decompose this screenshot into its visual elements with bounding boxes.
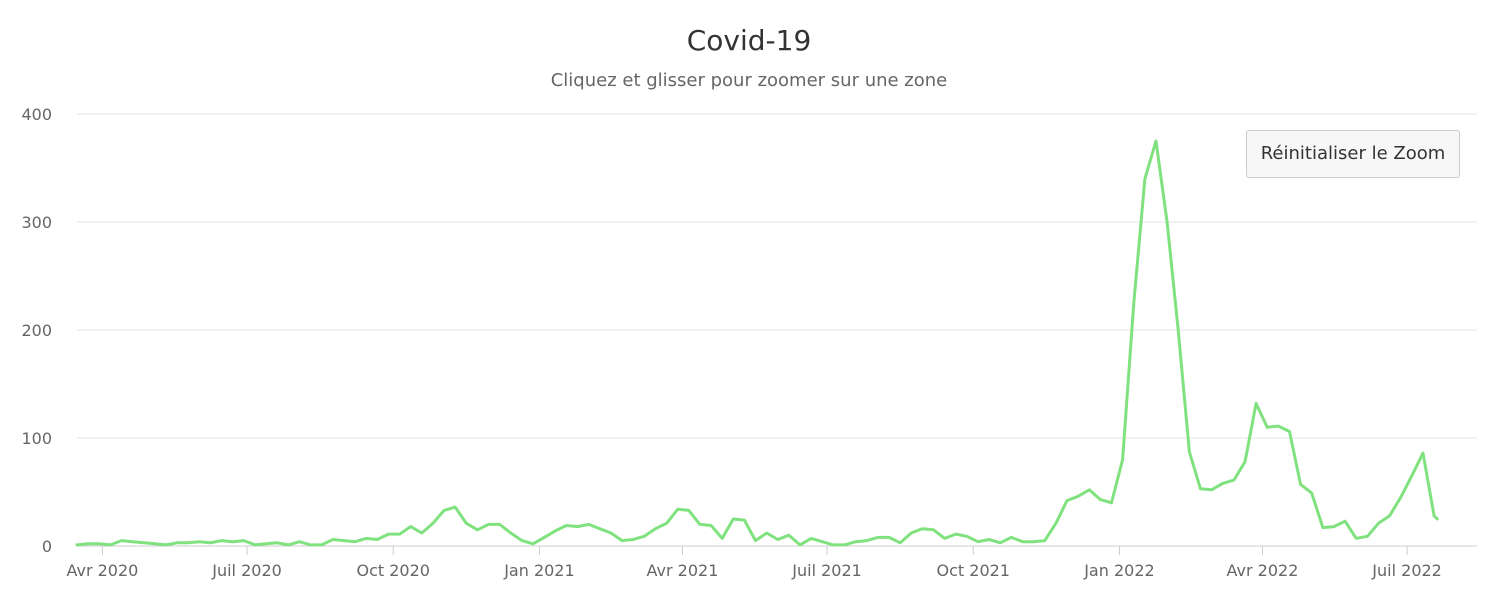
y-tick-label: 300: [21, 213, 52, 232]
chart-subtitle: Cliquez et glisser pour zoomer sur une z…: [550, 70, 948, 91]
grid-lines: [77, 113, 1477, 547]
x-tick-label: Juil 2020: [211, 561, 282, 580]
x-tick-label: Juil 2022: [1371, 561, 1442, 580]
x-tick-label: Avr 2021: [647, 561, 719, 580]
y-tick-label: 0: [42, 537, 52, 556]
x-tick-label: Avr 2022: [1227, 561, 1299, 580]
series-layer: [75, 139, 1439, 547]
x-axis: Avr 2020 Juil 2020 Oct 2020 Jan 2021 Avr 202…: [66, 546, 1442, 580]
x-tick-label: Jan 2021: [503, 561, 574, 580]
x-tick-label: Juil 2021: [791, 561, 862, 580]
series-line: [75, 139, 1439, 547]
x-tick-label: Oct 2021: [937, 561, 1010, 580]
x-tick-label: Jan 2022: [1083, 561, 1154, 580]
x-tick-label: Oct 2020: [356, 561, 429, 580]
reset-zoom-button[interactable]: Réinitialiser le Zoom: [1246, 130, 1460, 178]
chart-title: Covid-19: [686, 24, 812, 57]
y-tick-label: 100: [21, 429, 52, 448]
x-tick-label: Avr 2020: [66, 561, 138, 580]
y-tick-label: 200: [21, 321, 52, 340]
y-tick-label: 400: [21, 105, 52, 124]
y-axis: 0 100 200 300 400: [21, 105, 52, 556]
